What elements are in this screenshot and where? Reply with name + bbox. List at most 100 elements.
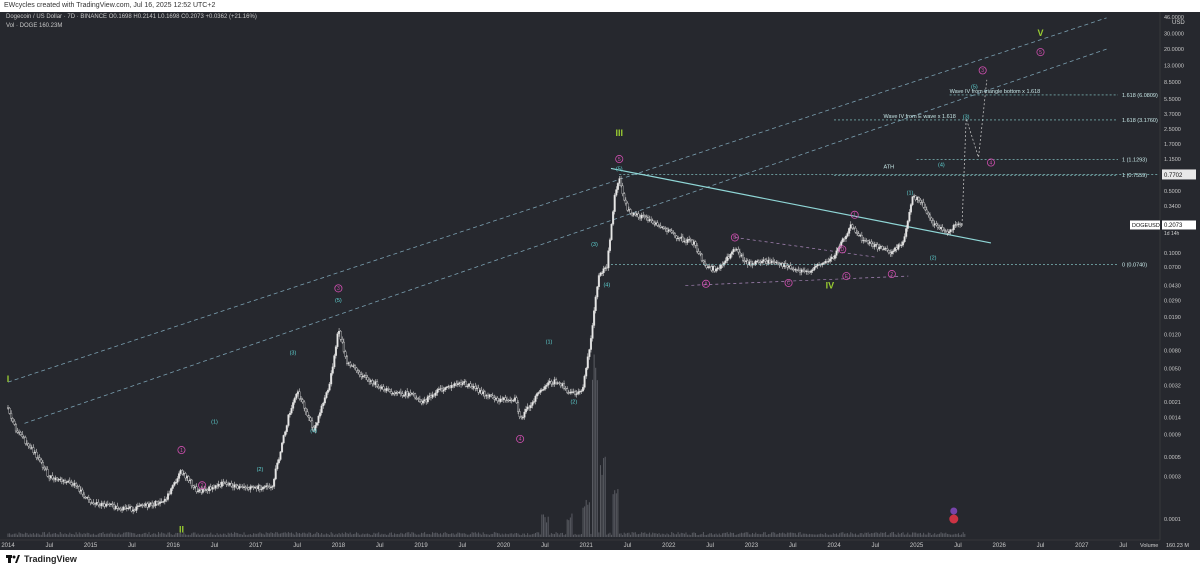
candle-body <box>729 254 732 259</box>
candle-body <box>266 485 269 487</box>
primary-wave-label: V <box>1037 28 1043 38</box>
volume-bar <box>542 514 544 537</box>
primary-wave-label: II <box>179 525 184 535</box>
candle-body <box>924 207 927 211</box>
volume-bar <box>780 533 782 537</box>
candle-body <box>171 485 174 489</box>
candle-body <box>669 229 672 231</box>
volume-legend[interactable]: Vol · DOGE 160.23M <box>6 23 63 29</box>
volume-bar <box>523 533 525 537</box>
volume-bar <box>496 533 498 537</box>
volume-bar <box>113 533 115 537</box>
chart-area[interactable]: 1.618 (6.0809) 1.618 (3.1760) 1 (1.1293) 1 … <box>0 12 1200 550</box>
candle-body <box>273 478 276 487</box>
candle-body <box>75 483 78 487</box>
volume-bar <box>843 533 845 537</box>
candle-body <box>54 477 57 481</box>
primary-wave-label: IV <box>826 280 835 290</box>
volume-bar <box>626 532 628 537</box>
candle-body <box>114 505 117 510</box>
volume-bar <box>487 534 489 537</box>
volume-bar <box>897 532 899 537</box>
volume-bar <box>9 533 11 537</box>
volume-bar <box>172 534 174 537</box>
volume-bar <box>463 533 465 537</box>
volume-bar <box>443 532 445 537</box>
candle-body <box>759 261 762 264</box>
wave-circle-label: 4 <box>519 437 522 443</box>
y-tick-label: 0.0080 <box>1164 348 1181 354</box>
candle-body <box>914 195 917 200</box>
candle-body <box>146 503 149 508</box>
candle-body <box>879 246 882 248</box>
candle-body <box>808 271 811 273</box>
x-tick-label: Jul <box>293 543 301 549</box>
volume-bar <box>734 534 736 537</box>
volume-bar <box>598 532 600 537</box>
volume-bar <box>777 533 779 537</box>
volume-bar <box>29 533 31 537</box>
candle-body <box>786 265 789 268</box>
candle-body <box>209 486 212 490</box>
candle-body <box>550 381 553 385</box>
triangle-upper-line <box>610 167 992 244</box>
volume-bar <box>336 534 338 537</box>
volume-bar <box>105 533 107 537</box>
volume-bar <box>186 534 188 537</box>
volume-bar <box>272 532 274 537</box>
candle-body <box>721 264 724 266</box>
x-tick-label: Jul <box>1037 543 1045 549</box>
volume-bar <box>891 532 893 537</box>
volume-bar <box>43 532 45 537</box>
candle-body <box>642 214 645 217</box>
candle-body <box>463 381 466 384</box>
volume-bar <box>721 533 723 537</box>
price-chart[interactable]: 1.618 (6.0809) 1.618 (3.1760) 1 (1.1293) 1 … <box>0 12 1200 550</box>
volume-bar <box>413 532 415 537</box>
candle-body <box>149 502 152 505</box>
volume-bar <box>362 533 364 537</box>
volume-bar <box>245 534 247 537</box>
volume-bar <box>376 533 378 537</box>
x-tick-label: 2016 <box>167 543 181 549</box>
x-tick-label: Jul <box>1119 543 1127 549</box>
candle-body <box>152 505 155 507</box>
candle-body <box>857 233 860 236</box>
volume-bar <box>742 533 744 537</box>
candle-body <box>14 424 17 432</box>
volume-bar <box>538 532 540 537</box>
ath-price-tag <box>1162 169 1196 180</box>
candle-body <box>426 396 429 403</box>
candle-body <box>376 381 379 387</box>
candle-body <box>643 215 646 217</box>
candle-body <box>491 395 494 399</box>
volume-bar <box>256 533 258 537</box>
candle-body <box>117 507 120 510</box>
candle-body <box>616 183 619 190</box>
candle-body <box>193 486 196 488</box>
candle-body <box>919 199 922 203</box>
candle-body <box>390 391 393 394</box>
candle-body <box>873 244 876 247</box>
wave-circle-label: E <box>845 274 849 280</box>
volume-bar <box>74 534 76 537</box>
candle-body <box>640 214 643 219</box>
volume-bar <box>471 532 473 537</box>
candle-body <box>30 447 33 449</box>
candle-body <box>734 249 737 251</box>
volume-bar <box>604 456 606 537</box>
volume-bar <box>832 533 834 537</box>
volume-bar <box>565 534 567 537</box>
candle-body <box>355 367 358 371</box>
volume-bar <box>189 534 191 537</box>
volume-bar <box>406 532 408 537</box>
candle-body <box>116 505 119 509</box>
symbol-legend[interactable]: Dogecoin / US Dollar · 7D · BINANCE O0.1… <box>6 14 257 20</box>
volume-bar <box>682 533 684 537</box>
volume-bar <box>253 533 255 537</box>
volume-bar <box>91 534 93 537</box>
candle-body <box>353 365 356 369</box>
candle-body <box>952 225 955 230</box>
candle-body <box>314 425 317 431</box>
sub-wave-label: (4) <box>938 162 945 168</box>
